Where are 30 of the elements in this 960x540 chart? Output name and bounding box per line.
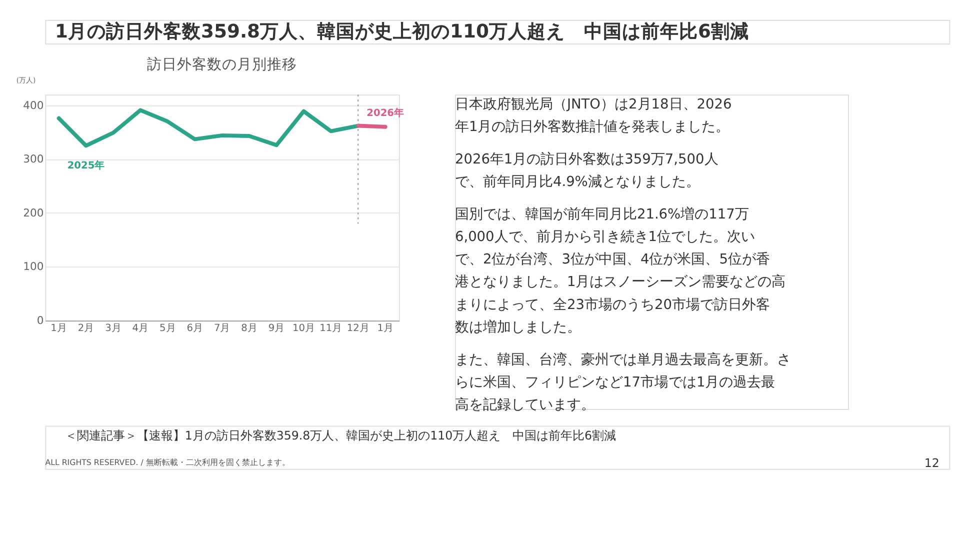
x-tick-label: 5月	[160, 322, 176, 334]
text: 国別では、韓国が前年同月比21.6%増の117万6,000人で、前月から引き続き1位でした。次いで、2位が台湾、3位が中国、4位が米国、5位が香港となりました。1月はスノーシーズン需要などの高まりによって、全23市場のうち20市場で訪日外客数は増加しました。	[454, 205, 786, 336]
x-tick-label: 8月	[241, 322, 258, 334]
x-tick-label: 10月	[292, 322, 315, 334]
text: 2026年1月の訪日外客数は359万7,500人で、前年同月比4.9%減となりました。	[454, 151, 718, 190]
y-tick-label: 200	[23, 206, 44, 220]
y-tick-label: 400	[23, 98, 44, 112]
x-tick-label: 12月	[346, 322, 370, 334]
x-tick-label: 7月	[214, 322, 230, 334]
x-tick-label: 6月	[186, 322, 203, 334]
y-tick-label: 100	[23, 260, 44, 274]
text: 2025年	[67, 159, 105, 172]
text: 1月の訪日外客数359.8万人、韓国が史上初の110万人超え 中国は前年比6割減	[55, 20, 749, 43]
x-tick-label: 11月	[320, 322, 342, 334]
y-tick-label: 0	[36, 314, 44, 328]
chart-title: 訪日外客数の月別推移	[147, 56, 298, 74]
x-tick-label: 4月	[132, 322, 149, 334]
x-tick-label: 3月	[105, 322, 122, 334]
x-tick-label: 1月	[50, 322, 67, 334]
text: 日本政府観光局（JNTO）は2月18日、2026年1月の訪日外客数推計値を発表しました。	[454, 96, 732, 135]
y-tick-label: 300	[23, 152, 44, 166]
text: ALL RIGHTS RESERVED. / 無断転載・二次利用を固く禁止します。	[45, 458, 290, 468]
x-tick-label: 1月	[377, 322, 394, 334]
text: また、韓国、台湾、豪州では単月過去最高を更新。さらに米国、フィリピンなど17市場では1月の過去最高を記録しています。	[454, 352, 791, 413]
text: 12	[924, 456, 940, 470]
series-label: 2026年	[366, 107, 404, 120]
text: ＜関連記事＞【速報】1月の訪日外客数359.8万人、韓国が史上初の110万人超え 中国は前年比6割減	[64, 428, 616, 442]
x-tick-label: 2月	[78, 322, 94, 334]
x-tick-label: 9月	[268, 322, 285, 334]
line-series	[56, 108, 360, 148]
